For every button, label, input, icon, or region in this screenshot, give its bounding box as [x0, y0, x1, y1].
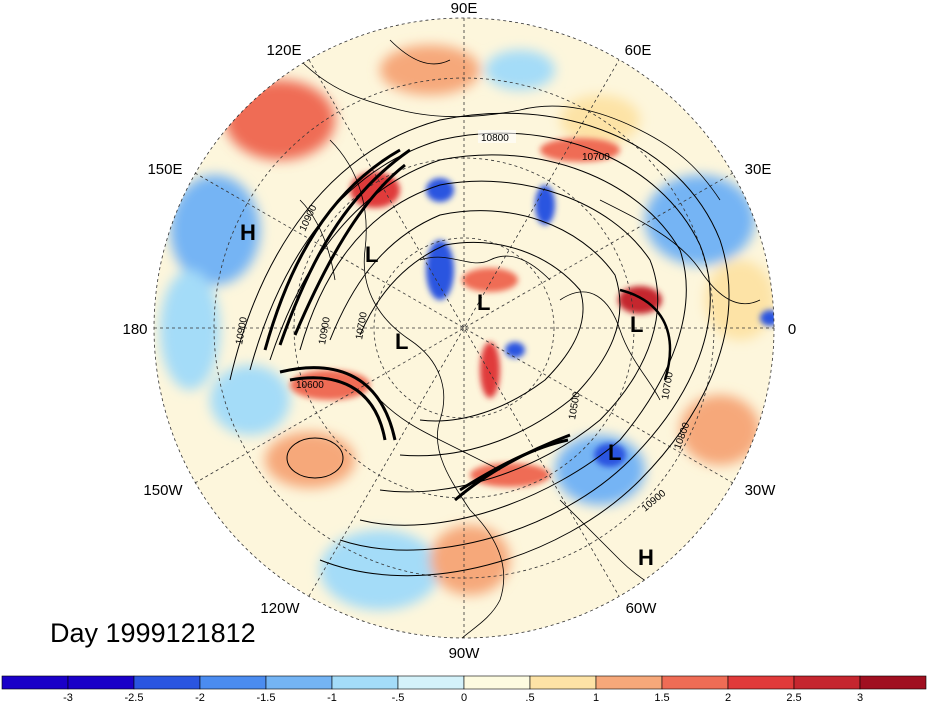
lon-label-30w: 30W [745, 482, 777, 499]
colorbar-tick-label: 1.5 [654, 692, 669, 702]
colorbar-tick-label: 2 [725, 692, 731, 702]
lon-label-60w: 60W [626, 600, 658, 617]
lon-label-30e: 30E [745, 161, 772, 178]
lon-label-60e: 60E [625, 42, 652, 59]
low-label-atlantic: L [608, 440, 621, 465]
colorbar-tick-label: 3 [857, 692, 863, 702]
colorbar-box [529, 675, 597, 690]
colorbar-box [397, 675, 465, 690]
contour-labels: 10800 10700 10900 10600 10700 10900 1050… [234, 130, 692, 514]
colorbar-box [793, 675, 861, 690]
day-label: Day 1999121812 [50, 618, 256, 648]
contour-label: 10600 [296, 380, 324, 391]
colorbar-tick-label: -1 [327, 692, 337, 702]
colorbar-tick-label: 0 [461, 692, 467, 702]
pressure-systems: H L L L L L H [240, 220, 654, 570]
colorbar-tick-label: -1.5 [257, 692, 276, 702]
anomaly-field [154, 18, 774, 638]
low-label-arctic: L [477, 290, 490, 315]
lon-label-90e: 90E [451, 0, 478, 17]
colorbar-tick-label: -2.5 [125, 692, 144, 702]
colorbar-box [727, 675, 795, 690]
colorbar-tick-label: -2 [195, 692, 205, 702]
colorbar: -3 -2.5 -2 -1.5 -1 -.5 0 .5 1 1.5 2 2.5 3 [1, 675, 927, 702]
high-label-pacific: H [240, 220, 256, 245]
colorbar-box [595, 675, 663, 690]
low-label-canada: L [395, 329, 408, 354]
lon-label-90w: 90W [449, 645, 481, 662]
colorbar-box [1, 675, 69, 690]
lon-label-120w: 120W [260, 600, 300, 617]
colorbar-tick-label: 1 [593, 692, 599, 702]
contour-label: 10700 [582, 152, 610, 163]
contour-label: 10800 [481, 133, 509, 144]
contour-label: 10700 [660, 371, 676, 401]
colorbar-box [859, 675, 927, 690]
lon-label-0: 0 [788, 321, 796, 338]
lon-label-120e: 120E [266, 42, 301, 59]
colorbar-box [265, 675, 333, 690]
contour-label: 10500 [567, 391, 583, 421]
colorbar-tick-label: .5 [525, 692, 534, 702]
height-contours [229, 112, 730, 577]
contour-label: 10900 [317, 316, 333, 346]
low-label-europe: L [630, 312, 643, 337]
colorbar-tick-label: -.5 [392, 692, 405, 702]
low-label-alaska: L [365, 242, 378, 267]
colorbar-box [67, 675, 135, 690]
colorbar-box [463, 675, 531, 690]
colorbar-tick-label: -3 [63, 692, 73, 702]
colorbar-box [199, 675, 267, 690]
contour-label: 10900 [234, 316, 250, 346]
contour-label: 10700 [354, 311, 370, 341]
graticule [153, 17, 775, 639]
longitude-labels: 90E 60E 120E 30E 150E 180 0 150W 30W 120… [122, 0, 796, 662]
high-label-atlantic: H [638, 545, 654, 570]
lon-label-150w: 150W [143, 482, 183, 499]
colorbar-tick-label: 2.5 [786, 692, 801, 702]
colorbar-box [331, 675, 399, 690]
lon-label-180: 180 [122, 321, 147, 338]
lon-label-150e: 150E [147, 161, 182, 178]
colorbar-box [133, 675, 201, 690]
colorbar-box [661, 675, 729, 690]
